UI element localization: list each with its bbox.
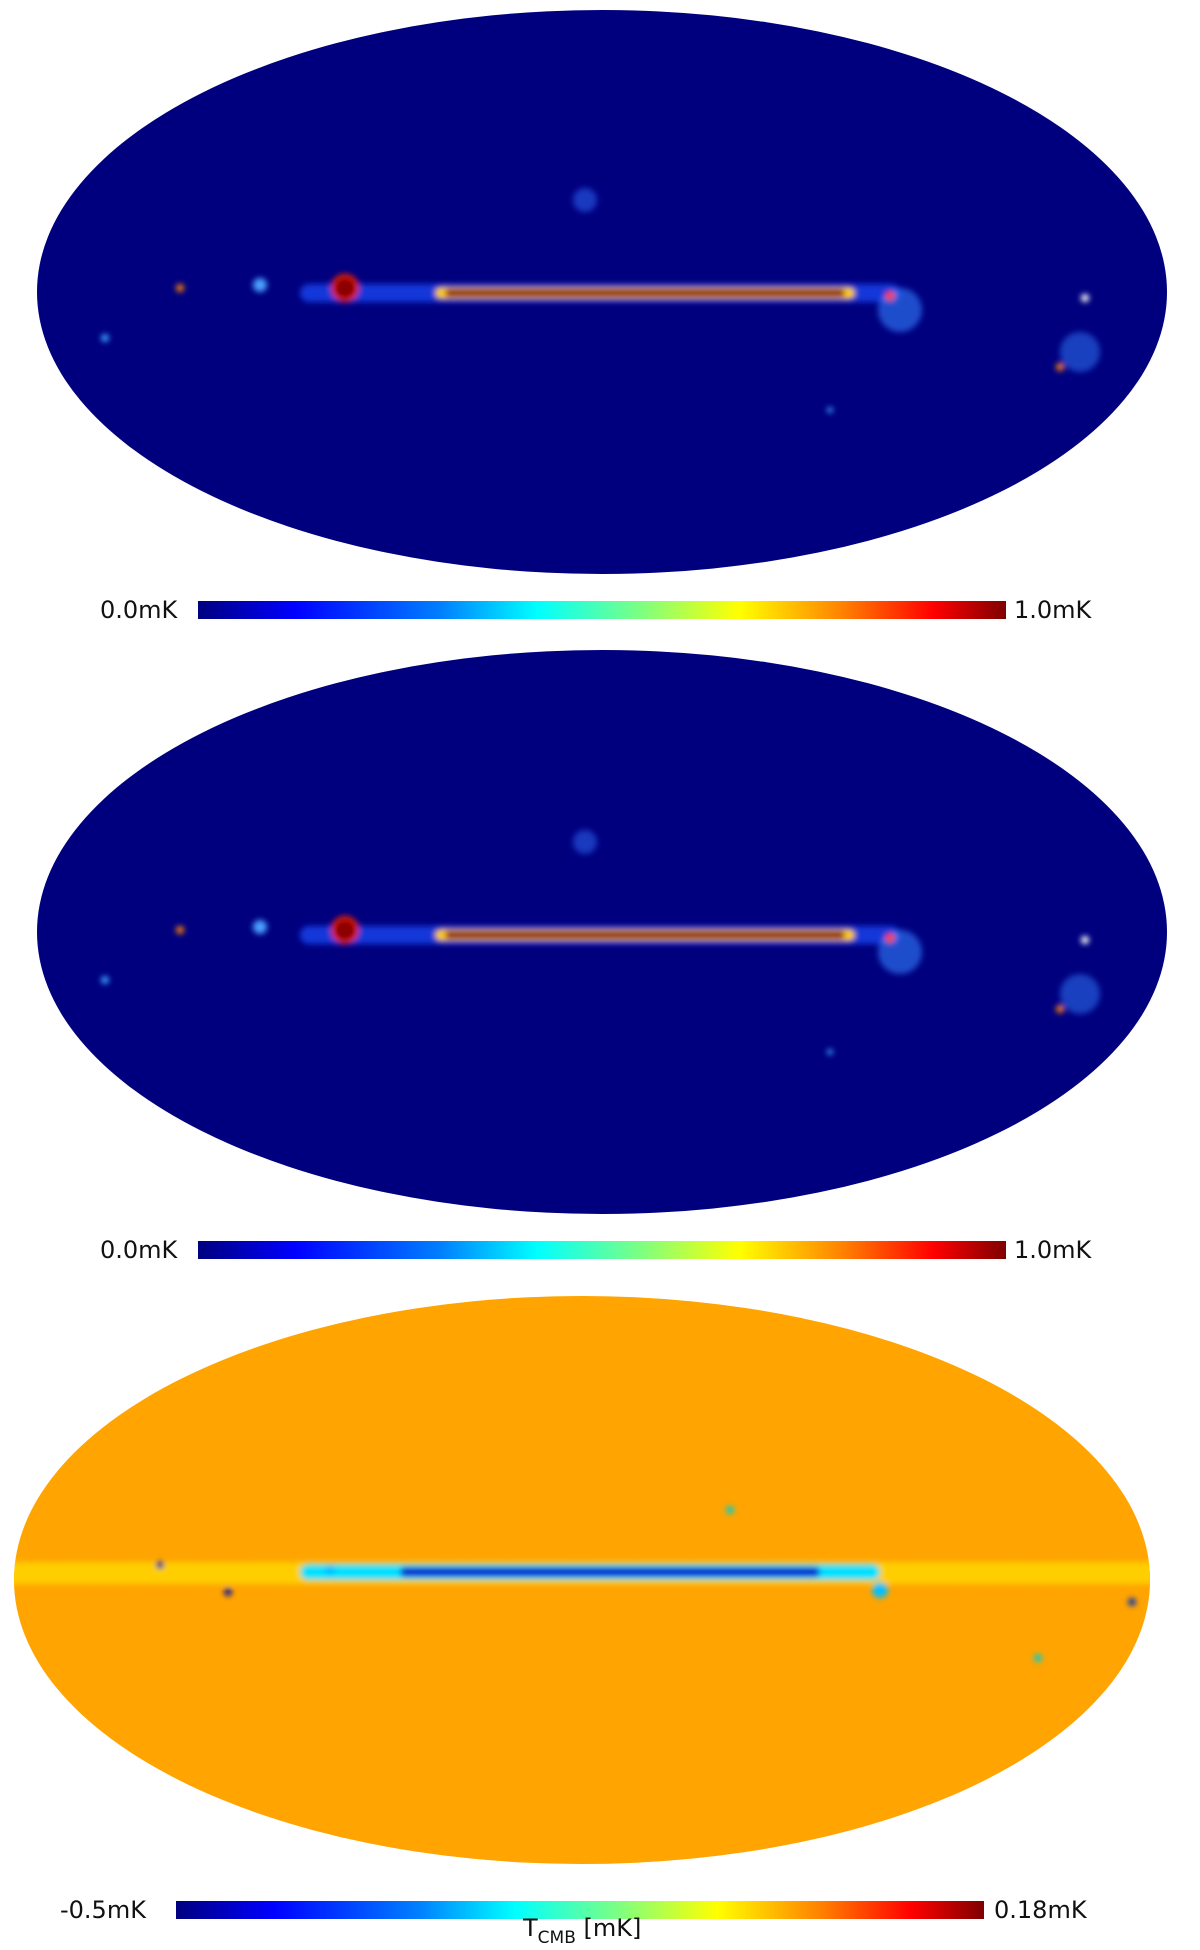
unit-subscript: CMB <box>537 1928 576 1948</box>
colorbar <box>176 1901 984 1919</box>
middle-map-panel: 0.0mK 1.0mK <box>0 640 1200 1280</box>
colorbar-unit-label: TCMB [mK] <box>523 1916 641 1950</box>
unit-symbol: T <box>523 1914 538 1942</box>
colorbar <box>198 601 1006 619</box>
colorbar-max-label: 1.0mK <box>1014 1236 1092 1264</box>
middle-colorbar-row: 0.0mK 1.0mK <box>0 1238 1200 1278</box>
bottom-sky-map <box>14 1296 1150 1864</box>
unit-text: [mK] <box>583 1914 642 1942</box>
colorbar-min-label: 0.0mK <box>100 596 178 624</box>
top-sky-map <box>37 10 1167 574</box>
colorbar-max-label: 0.18mK <box>994 1896 1087 1924</box>
colorbar-max-label: 1.0mK <box>1014 596 1092 624</box>
colorbar-min-label: -0.5mK <box>60 1896 146 1924</box>
colorbar-min-label: 0.0mK <box>100 1236 178 1264</box>
top-colorbar-row: 0.0mK 1.0mK <box>0 598 1200 638</box>
top-map-panel: 0.0mK 1.0mK <box>0 0 1200 640</box>
middle-sky-map <box>37 650 1167 1214</box>
bottom-colorbar-row: -0.5mK 0.18mK <box>0 1898 1200 1938</box>
colorbar <box>198 1241 1006 1259</box>
bottom-map-panel: -0.5mK 0.18mK TCMB [mK] <box>0 1280 1200 1948</box>
